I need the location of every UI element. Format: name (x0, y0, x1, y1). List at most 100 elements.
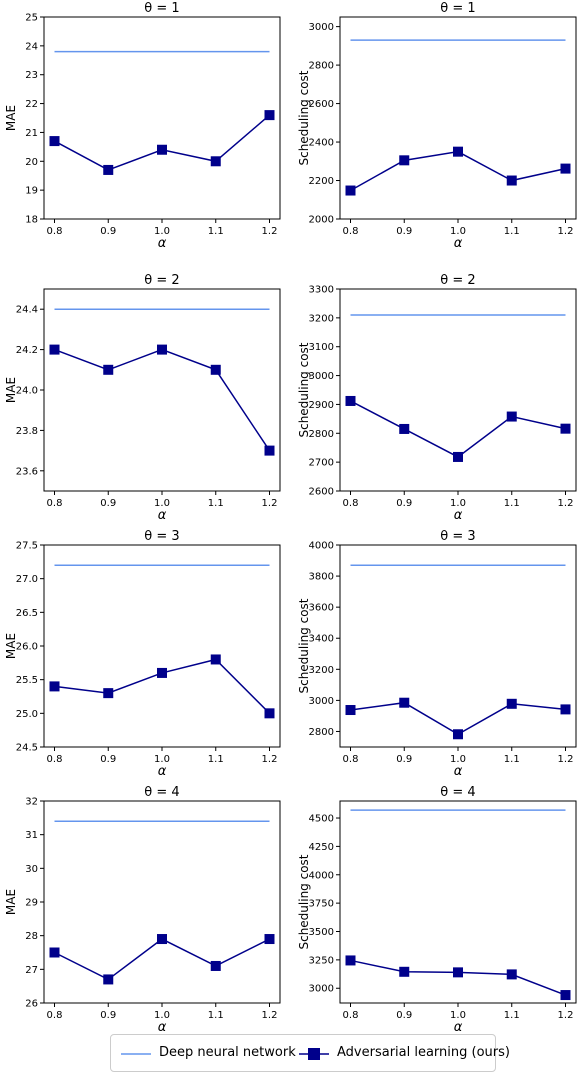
y-tick-label: 28 (25, 931, 38, 942)
y-tick-label: 3200 (309, 313, 334, 324)
y-tick-label: 2800 (309, 429, 334, 440)
ours-data-point (560, 163, 571, 174)
chart-panel-1: θ = 1 18 19 20 21 22 23 24 25 0.8 0.9 1.0 1.1 1.2 α MAE (4, 1, 281, 251)
x-tick-label: 0.8 (47, 498, 63, 509)
y-tick-label: 24.0 (16, 386, 38, 397)
y-tick-label: 2000 (309, 215, 334, 226)
x-tick-label: 0.9 (396, 498, 412, 509)
plot-frame (43, 288, 281, 492)
y-tick-label: 3000 (309, 984, 334, 995)
plot-frame (339, 544, 577, 748)
y-tick-label: 19 (25, 186, 38, 197)
ours-data-point (453, 967, 463, 978)
x-tick-label: 0.9 (100, 498, 116, 509)
plot-frame (339, 16, 577, 220)
ours-series-line (350, 959, 566, 996)
y-tick-label: 24 (25, 41, 38, 52)
chart-title: θ = 1 (144, 1, 179, 16)
x-tick-label: 1.2 (262, 226, 278, 237)
y-tick-label: 2900 (309, 400, 334, 411)
x-axis-label: α (158, 1020, 167, 1035)
y-tick-label: 27.0 (16, 574, 38, 585)
x-tick-label: 1.1 (504, 226, 520, 237)
x-tick-label: 0.9 (100, 1010, 116, 1021)
y-tick-label: 25.5 (16, 675, 38, 686)
legend-ours-label: Adversarial learning (ours) (337, 1045, 510, 1060)
x-tick-label: 1.0 (154, 1010, 170, 1021)
ours-series-line (54, 348, 271, 452)
y-tick-label: 3250 (309, 955, 334, 966)
x-tick-label: 0.8 (343, 1010, 359, 1021)
ours-data-point (453, 729, 463, 740)
chart-panel-2: θ = 1 2000 2200 2400 2600 2800 3000 0.8 0.9 1.0 1.… (297, 1, 577, 251)
x-tick-label: 0.8 (47, 1010, 63, 1021)
ours-data-point (453, 146, 463, 157)
y-tick-label: 30 (25, 864, 38, 875)
y-tick-label: 32 (25, 797, 38, 808)
ours-data-point (506, 411, 517, 422)
y-tick-label: 3200 (309, 665, 334, 676)
ours-data-point (49, 681, 60, 692)
y-axis-label: Scheduling cost (297, 598, 311, 693)
ours-data-point (157, 667, 167, 678)
x-tick-label: 0.8 (47, 226, 63, 237)
y-tick-label: 2600 (309, 487, 334, 498)
x-tick-label: 0.9 (100, 226, 116, 237)
plot-frame (43, 800, 281, 1004)
ours-data-point (345, 395, 356, 406)
y-tick-label: 21 (25, 128, 38, 139)
y-tick-label: 3750 (309, 899, 334, 910)
y-axis-label: MAE (4, 633, 18, 659)
chart-title: θ = 2 (440, 273, 475, 288)
y-tick-label: 23 (25, 70, 38, 81)
y-tick-label: 24.5 (16, 743, 38, 754)
ours-data-point (345, 955, 356, 966)
ours-data-point (210, 156, 221, 167)
y-tick-label: 23.6 (16, 466, 38, 477)
chart-title: θ = 4 (144, 785, 179, 800)
legend-baseline-label: Deep neural network (159, 1045, 296, 1060)
y-tick-label: 4000 (309, 870, 334, 881)
ours-data-point (560, 423, 571, 434)
ours-data-point (264, 934, 275, 945)
ours-data-point (157, 344, 167, 355)
x-tick-label: 1.0 (450, 226, 466, 237)
ours-series-line (54, 938, 270, 981)
ours-data-point (157, 144, 167, 155)
y-tick-label: 29 (25, 898, 38, 909)
ours-data-point (103, 974, 114, 985)
ours-data-point (210, 654, 221, 665)
plot-frame (43, 16, 281, 220)
y-tick-label: 27.5 (16, 541, 38, 552)
ours-data-point (399, 155, 410, 166)
x-tick-label: 1.1 (208, 1010, 224, 1021)
y-tick-label: 31 (25, 830, 38, 841)
ours-data-point (103, 364, 114, 375)
y-axis-label: MAE (4, 889, 18, 915)
ours-data-point (264, 110, 275, 121)
y-tick-label: 3000 (309, 371, 334, 382)
x-tick-label: 1.2 (558, 226, 574, 237)
y-tick-label: 4250 (309, 842, 334, 853)
x-tick-label: 1.2 (558, 754, 574, 765)
y-tick-label: 3000 (309, 22, 334, 33)
y-tick-label: 4500 (309, 814, 334, 825)
x-tick-label: 1.1 (208, 226, 224, 237)
y-tick-label: 20 (25, 157, 38, 168)
ours-data-point (453, 451, 463, 462)
y-axis-label: Scheduling cost (297, 854, 311, 949)
x-tick-label: 0.9 (100, 754, 116, 765)
ours-data-point (399, 966, 410, 977)
ours-data-point (103, 688, 114, 699)
ours-series-line (350, 150, 566, 192)
x-tick-label: 1.0 (154, 226, 170, 237)
chart-title: θ = 3 (440, 529, 475, 544)
y-tick-label: 24.2 (16, 345, 38, 356)
y-tick-label: 2800 (309, 61, 334, 72)
y-tick-label: 3100 (309, 342, 334, 353)
chart-title: θ = 1 (440, 1, 475, 16)
chart-panel-5: θ = 3 24.5 25.0 25.5 26.0 26.5 27.0 27.5 0.8 0.9 1… (4, 529, 281, 779)
y-tick-label: 4000 (309, 541, 334, 552)
x-tick-label: 0.8 (343, 754, 359, 765)
x-tick-label: 1.1 (504, 1010, 520, 1021)
